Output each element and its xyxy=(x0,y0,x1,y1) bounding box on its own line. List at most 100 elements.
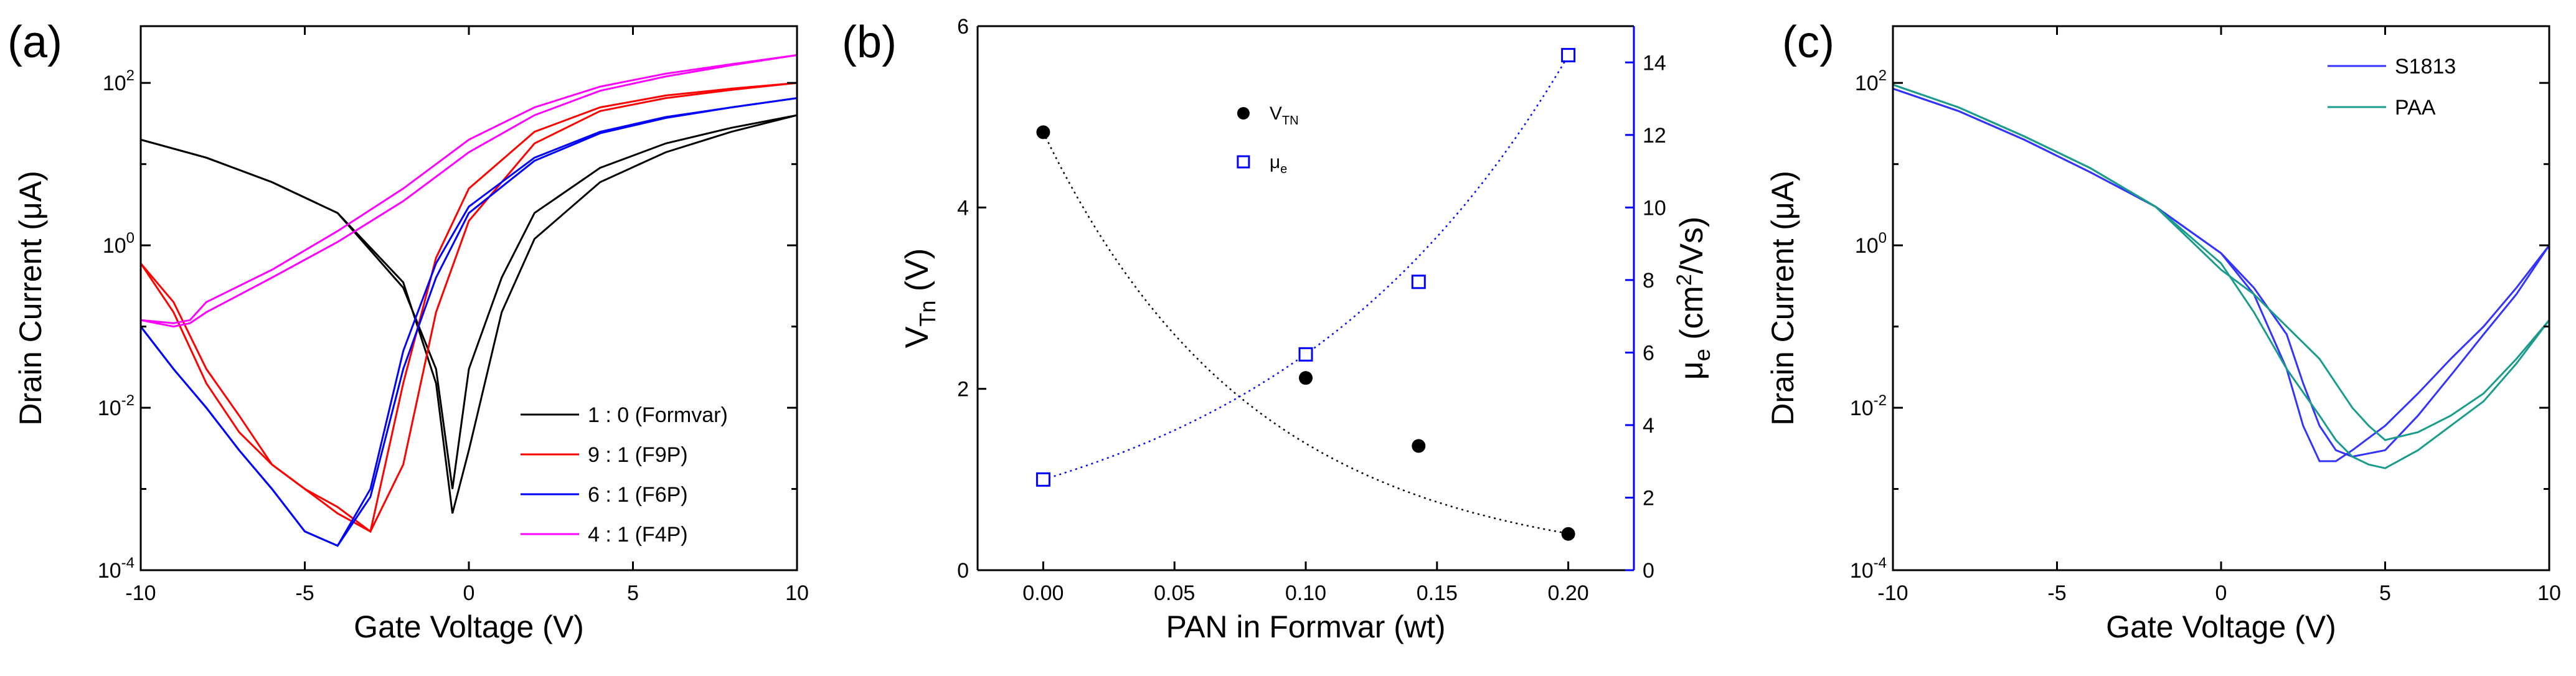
x-axis-label: Gate Voltage (V) xyxy=(2106,609,2336,644)
y-tick-label-exponent: -4 xyxy=(121,555,134,571)
y-right-label-sup: 2 xyxy=(1673,274,1696,286)
legend-label: 6 : 1 (F6P) xyxy=(588,483,688,507)
y-left-tick-label: 6 xyxy=(957,15,969,39)
legend-label: 4 : 1 (F4P) xyxy=(588,523,688,547)
legend-label: 1 : 0 (Formvar) xyxy=(588,403,728,427)
series-line-2-reverse xyxy=(1892,83,2550,469)
legend-label: S1813 xyxy=(2395,55,2456,78)
x-tick-label: 0 xyxy=(463,581,475,605)
data-point-mue xyxy=(1561,48,1576,63)
x-tick-label: -10 xyxy=(1877,581,1908,605)
y-tick-label-exponent: 2 xyxy=(126,67,134,84)
legend-label-mue: μe xyxy=(1270,152,1287,176)
legend: S1813 PAA xyxy=(2328,55,2456,120)
y-left-tick-label: 4 xyxy=(957,196,969,220)
x-tick-label: 5 xyxy=(2379,581,2391,605)
legend-label-vtn: VTN xyxy=(1270,103,1299,128)
legend-marker-vtn xyxy=(1237,107,1250,120)
y-right-label-sub: e xyxy=(1689,349,1715,361)
y-tick-label-exponent: 0 xyxy=(1879,230,1887,246)
legend-marker-mue xyxy=(1237,155,1250,169)
plot-frame xyxy=(139,25,798,571)
y-tick-label: 10-2 xyxy=(1850,392,1887,420)
series-line-1-reverse xyxy=(1892,87,2550,458)
y-tick-label-base: 10 xyxy=(103,72,126,95)
y-tick-label: 10-4 xyxy=(1850,555,1887,583)
y-tick-label: 10-4 xyxy=(98,555,134,583)
fit-line-vtn xyxy=(1042,131,1569,535)
y-left-tick-label: 0 xyxy=(957,559,969,583)
y-tick-label-base: 10 xyxy=(103,234,126,258)
series-line-1-forward xyxy=(1892,87,2550,462)
x-axis-label: PAN in Formvar (wt) xyxy=(1166,609,1445,644)
y-right-label-main: μ xyxy=(1674,361,1710,380)
x-axis-label: Gate Voltage (V) xyxy=(354,609,584,644)
x-tick-label: 0.15 xyxy=(1417,581,1458,605)
x-tick-label: -5 xyxy=(2047,581,2066,605)
legend-label-main: V xyxy=(1270,103,1282,124)
panel-label: (b) xyxy=(842,17,897,67)
legend: VTN μe xyxy=(1237,103,1299,176)
y-right-tick-label: 10 xyxy=(1643,196,1666,220)
y-right-tick-label: 0 xyxy=(1643,559,1654,583)
y-tick-label-exponent: -4 xyxy=(1874,555,1887,571)
y-tick-label-exponent: 0 xyxy=(126,230,134,246)
data-point-mue xyxy=(1411,275,1426,289)
legend-label-sub: TN xyxy=(1282,114,1299,128)
y-left-axis-label: VTn (V) xyxy=(899,248,940,348)
panel-label: (c) xyxy=(1782,17,1834,67)
y-left-label-unit: (V) xyxy=(899,248,935,301)
y-tick-label-exponent: 2 xyxy=(1879,67,1887,84)
data-point-vtn xyxy=(1299,371,1313,385)
x-tick-label: -10 xyxy=(125,581,156,605)
y-right-label-unit-2: /Vs) xyxy=(1674,217,1710,274)
x-tick-label: 0.05 xyxy=(1154,581,1195,605)
y-right-axis-label: μe (cm2/Vs) xyxy=(1673,217,1715,380)
y-tick-label-exponent: -2 xyxy=(1874,392,1887,409)
y-tick-label-base: 10 xyxy=(98,397,121,420)
legend-label: 9 : 1 (F9P) xyxy=(588,443,688,467)
y-right-tick-label: 14 xyxy=(1643,51,1666,75)
y-axis-label: Drain Current (μA) xyxy=(13,171,48,425)
y-left-tick-label: 2 xyxy=(957,378,969,401)
y-tick-label: 102 xyxy=(1855,67,1887,95)
x-tick-label: 0.10 xyxy=(1285,581,1326,605)
panel-label: (a) xyxy=(7,17,62,67)
series-line-1-reverse xyxy=(140,114,798,514)
panel-b: 0.00 0.05 0.10 0.15 0.20 0 2 4 6 0 2 4 6 8 10 12 14 PAN i… xyxy=(842,15,1715,644)
series-line-4-reverse xyxy=(140,54,798,328)
y-right-tick-label: 2 xyxy=(1643,486,1654,510)
y-right-tick-label: 4 xyxy=(1643,414,1654,438)
x-tick-label: 10 xyxy=(2537,581,2561,605)
legend: 1 : 0 (Formvar) 9 : 1 (F9P) 6 : 1 (F6P) 4 :… xyxy=(521,403,728,547)
y-right-label-unit: (cm xyxy=(1674,286,1710,349)
y-tick-label: 100 xyxy=(1855,230,1887,258)
data-point-vtn xyxy=(1412,439,1426,453)
data-point-mue xyxy=(1298,347,1313,362)
series-line-3-reverse xyxy=(139,97,798,547)
y-tick-label-base: 10 xyxy=(1855,72,1879,95)
x-tick-label: 0 xyxy=(2215,581,2227,605)
y-tick-label: 100 xyxy=(103,230,134,258)
y-tick-label-base: 10 xyxy=(1850,397,1874,420)
legend-label-sub: e xyxy=(1280,162,1287,176)
series-line-2-forward xyxy=(139,82,798,533)
y-tick-label: 10-2 xyxy=(98,392,134,420)
y-right-tick-label: 6 xyxy=(1643,341,1654,365)
x-tick-label: 0.20 xyxy=(1548,581,1589,605)
y-tick-label: 102 xyxy=(103,67,134,95)
data-point-vtn xyxy=(1036,125,1050,139)
data-point-mue xyxy=(1036,472,1050,487)
series-line-2-reverse xyxy=(139,82,798,533)
x-tick-label: 0.00 xyxy=(1022,581,1064,605)
y-right-tick-label: 8 xyxy=(1643,269,1654,293)
y-tick-label-exponent: -2 xyxy=(121,392,134,409)
legend-label: PAA xyxy=(2395,96,2436,120)
x-tick-label: -5 xyxy=(295,581,314,605)
x-tick-label: 5 xyxy=(627,581,639,605)
y-tick-label-base: 10 xyxy=(1855,234,1879,258)
y-left-label-sub: Tn xyxy=(915,301,940,327)
